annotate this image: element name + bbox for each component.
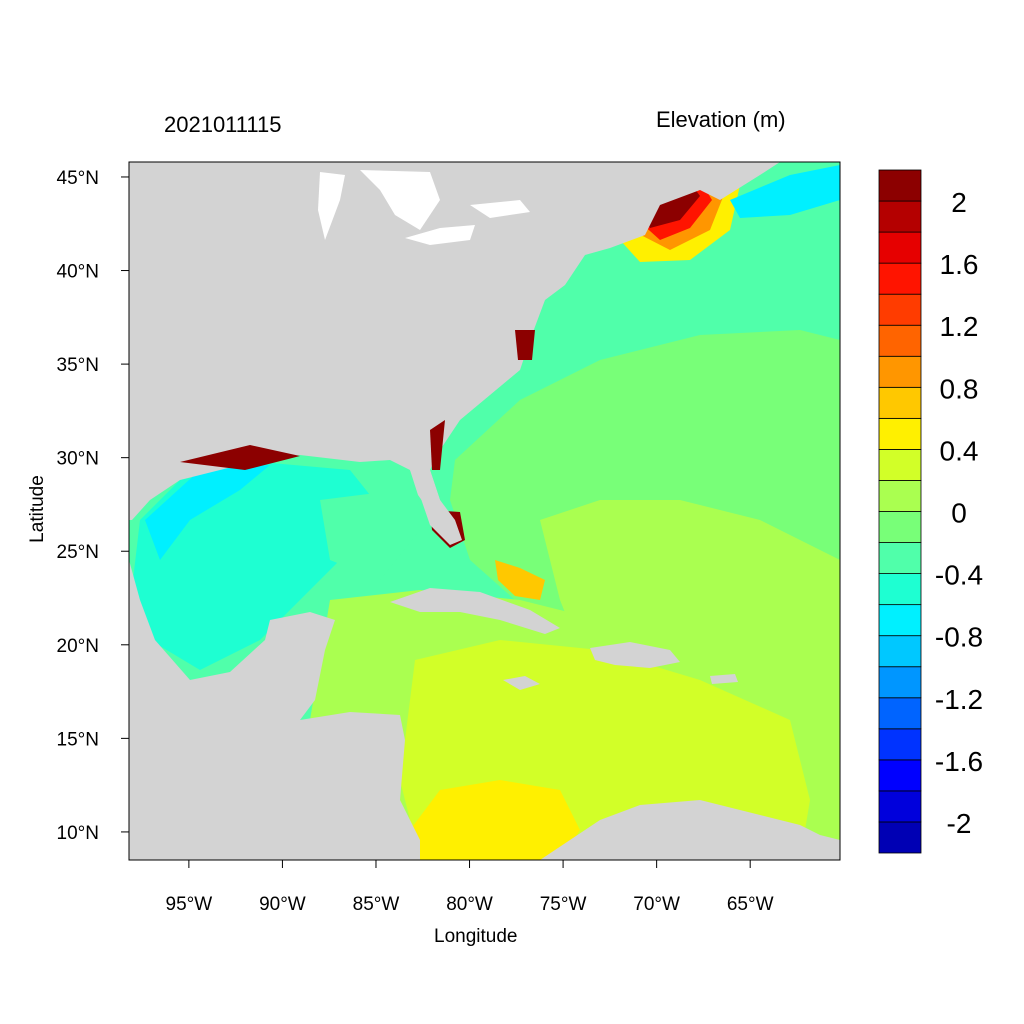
colorbar-label: -1.6 <box>935 746 983 777</box>
x-tick-label: 75°W <box>540 894 587 915</box>
x-tick-label: 90°W <box>259 894 306 915</box>
lake-michigan <box>318 172 345 240</box>
colorbar-swatch <box>878 293 922 326</box>
cuba-land <box>390 588 560 634</box>
atlantic-coast-surge <box>430 420 445 470</box>
colorbar-swatch <box>878 231 922 264</box>
colorbar-label: 1.2 <box>940 311 979 342</box>
gulf-coast-surge <box>180 445 300 470</box>
colorbar-swatch <box>878 511 922 543</box>
colorbar-label: -0.4 <box>935 560 983 591</box>
bahamas-surge <box>495 560 545 600</box>
map-field <box>129 162 840 860</box>
x-tick-label: 80°W <box>446 894 493 915</box>
y-tick-label: 20°N <box>57 636 99 657</box>
colorbar-label: -0.8 <box>935 622 983 653</box>
colorbar-label: -2 <box>947 808 972 839</box>
y-tick-label: 30°N <box>57 449 99 470</box>
colorbar-swatch <box>878 324 922 357</box>
lake-ontario <box>470 200 530 218</box>
gulf-north-shelf <box>145 465 270 560</box>
south-america-land <box>540 800 840 860</box>
colorbar-label: 0.4 <box>940 435 979 466</box>
y-axis: 45°N 40°N 35°N 30°N 25°N 20°N 15°N 10°N <box>57 168 129 844</box>
colorbar-swatch <box>878 169 922 202</box>
colorbar-swatch <box>878 200 922 233</box>
colorbar-swatch <box>878 386 922 419</box>
y-tick-label: 35°N <box>57 355 99 376</box>
lake-huron <box>360 170 440 230</box>
colorbar-swatch <box>878 759 922 792</box>
puerto-rico-land <box>710 674 738 684</box>
y-tick-label: 45°N <box>57 168 99 189</box>
colorbar-swatch <box>878 542 922 574</box>
colorbar-swatch <box>878 262 922 295</box>
colorbar-label: 1.6 <box>940 249 979 280</box>
y-tick-label: 10°N <box>57 823 99 844</box>
colorbar-label: 0 <box>951 498 967 529</box>
map-frame <box>128 161 841 861</box>
colorbar: 2 1.6 1.2 0.8 0.4 0 -0.4 -0.8 -1.2 -1.6 -2 <box>878 169 983 854</box>
x-axis-label: Longitude <box>434 926 518 947</box>
colorbar-swatch <box>878 728 922 761</box>
x-tick-label: 70°W <box>633 894 680 915</box>
colorbar-swatch <box>878 635 922 668</box>
map-title: 2021011115 <box>164 112 282 137</box>
x-axis: 95°W 90°W 85°W 80°W 75°W 70°W 65°W <box>166 860 774 915</box>
colorbar-swatch <box>878 697 922 730</box>
colorbar-swatch <box>878 790 922 823</box>
lake-erie <box>405 225 475 245</box>
y-tick-label: 25°N <box>57 542 99 563</box>
colorbar-swatch <box>878 604 922 637</box>
colombia-basin <box>410 780 580 860</box>
gulf-east <box>320 490 420 580</box>
x-tick-label: 95°W <box>166 894 213 915</box>
y-tick-label: 15°N <box>57 729 99 750</box>
colorbar-swatch <box>878 480 922 512</box>
central-america-land <box>129 560 420 860</box>
carolina-coast-surge <box>515 330 535 360</box>
x-tick-label: 65°W <box>727 894 774 915</box>
units-label: Elevation (m) <box>656 107 786 132</box>
colorbar-swatch <box>878 821 922 854</box>
colorbar-label: -1.2 <box>935 684 983 715</box>
colorbar-swatch <box>878 417 922 450</box>
nova-scotia-negative <box>730 165 840 218</box>
colorbar-swatch <box>878 355 922 388</box>
y-tick-label: 40°N <box>57 262 99 283</box>
hispaniola-land <box>590 642 680 668</box>
colorbar-swatch <box>878 666 922 699</box>
x-tick-label: 85°W <box>353 894 400 915</box>
florida-land <box>410 470 448 515</box>
colorbar-label: 2 <box>951 187 967 218</box>
north-america-land <box>129 162 780 545</box>
colorbar-swatch <box>878 449 922 481</box>
jamaica-land <box>503 676 540 690</box>
colorbar-swatch <box>878 573 922 606</box>
colorbar-label: 0.8 <box>940 373 979 404</box>
